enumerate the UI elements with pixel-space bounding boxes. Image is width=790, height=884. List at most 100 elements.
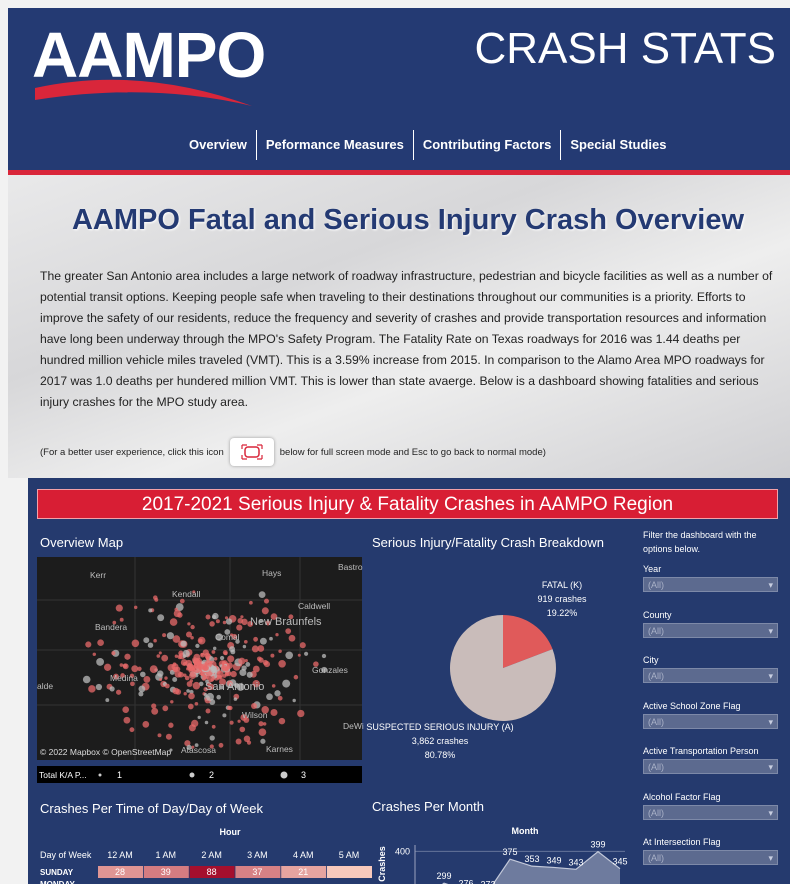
map-point <box>206 656 209 659</box>
map-point <box>230 721 234 725</box>
map-point <box>181 641 187 647</box>
map-point <box>186 631 192 637</box>
map-point <box>220 656 224 660</box>
map-point <box>156 654 160 658</box>
map-point <box>140 672 146 678</box>
map-point <box>195 702 199 706</box>
map-point <box>143 676 150 683</box>
map-point <box>237 720 240 723</box>
map-point <box>264 599 269 604</box>
point-label: 345 <box>612 857 627 867</box>
pie-count: 919 crashes <box>537 594 587 604</box>
map-point <box>172 677 177 682</box>
map-point <box>194 666 201 673</box>
map-place: Bastro <box>338 562 363 572</box>
map-point <box>278 696 283 701</box>
map-point <box>230 671 236 677</box>
map-point <box>294 675 299 680</box>
map-point <box>229 646 235 652</box>
map-point <box>278 649 281 652</box>
x-axis-label: Month <box>512 826 539 836</box>
map-point <box>150 665 158 673</box>
map-point <box>142 721 149 728</box>
heat-value: 21 <box>298 867 308 877</box>
map-point <box>151 708 158 715</box>
area <box>422 852 620 884</box>
map-point <box>297 710 304 717</box>
map-point <box>260 739 265 744</box>
map-point <box>124 654 130 660</box>
point-label: 353 <box>524 854 539 864</box>
map-point <box>211 666 216 671</box>
map-point <box>289 635 296 642</box>
column-label: 2 AM <box>201 850 222 860</box>
map-place: Bandera <box>95 622 127 632</box>
heat-value: 88 <box>207 867 217 877</box>
map-point <box>245 662 250 667</box>
map-point <box>279 718 286 725</box>
map-point <box>212 725 216 729</box>
column-label: 3 AM <box>247 850 268 860</box>
map-point <box>148 608 152 612</box>
map-point <box>193 658 200 665</box>
map-point <box>120 663 124 667</box>
pie-percent: 19.22% <box>547 608 578 618</box>
map-point <box>216 695 221 700</box>
map-point <box>161 655 168 662</box>
map-point <box>190 625 194 629</box>
map-point <box>157 670 163 676</box>
page: {"header": {"logo": "AAMPO", "site_title… <box>0 0 790 884</box>
map-point <box>159 678 162 681</box>
map-point <box>239 669 246 676</box>
map-point <box>275 633 278 636</box>
map-point <box>221 665 228 672</box>
map-point <box>175 671 182 678</box>
map-point <box>167 632 174 639</box>
legend-symbol <box>99 774 102 777</box>
map-point <box>124 717 131 724</box>
map-point <box>109 686 114 691</box>
heat-cell <box>327 866 372 878</box>
map-attribution: © 2022 Mapbox © OpenStreetMap <box>40 747 171 757</box>
map-point <box>322 654 326 658</box>
map-point <box>210 735 215 740</box>
map-point <box>214 657 218 661</box>
map-place: Kendall <box>172 589 200 599</box>
pie-label: FATAL (K) <box>542 580 582 590</box>
map-point <box>212 615 216 619</box>
map-point <box>285 628 291 634</box>
map-point <box>282 680 290 688</box>
map-point <box>285 651 293 659</box>
map-point <box>259 728 267 736</box>
map-point <box>186 689 190 693</box>
map-place: San Antonio <box>205 681 264 693</box>
map-point <box>263 722 267 726</box>
legend-symbol <box>190 773 195 778</box>
map-point <box>181 659 188 666</box>
map-place: Gonzales <box>312 665 348 675</box>
map-point <box>153 595 158 600</box>
legend-item: 1 <box>117 770 122 780</box>
map-point <box>175 667 180 672</box>
map-point <box>198 716 201 719</box>
map-point <box>227 655 234 662</box>
map-point <box>253 637 258 642</box>
pie-label: SUSPECTED SERIOUS INJURY (A) <box>366 722 513 732</box>
map-point <box>88 685 95 692</box>
map-point <box>260 638 267 645</box>
map-point <box>85 641 91 647</box>
map-point <box>270 654 274 658</box>
map-point <box>274 690 280 696</box>
map-point <box>270 709 277 716</box>
map-point <box>116 690 121 695</box>
map-point <box>263 660 268 665</box>
map-point <box>188 704 194 710</box>
legend-title: Total K/A P... <box>39 770 87 780</box>
map-point <box>148 642 153 647</box>
map-point <box>173 688 180 695</box>
map-point <box>209 621 214 626</box>
map-point <box>206 693 214 701</box>
heat-value: 37 <box>252 867 262 877</box>
map-point <box>243 645 246 648</box>
map-point <box>131 665 138 672</box>
